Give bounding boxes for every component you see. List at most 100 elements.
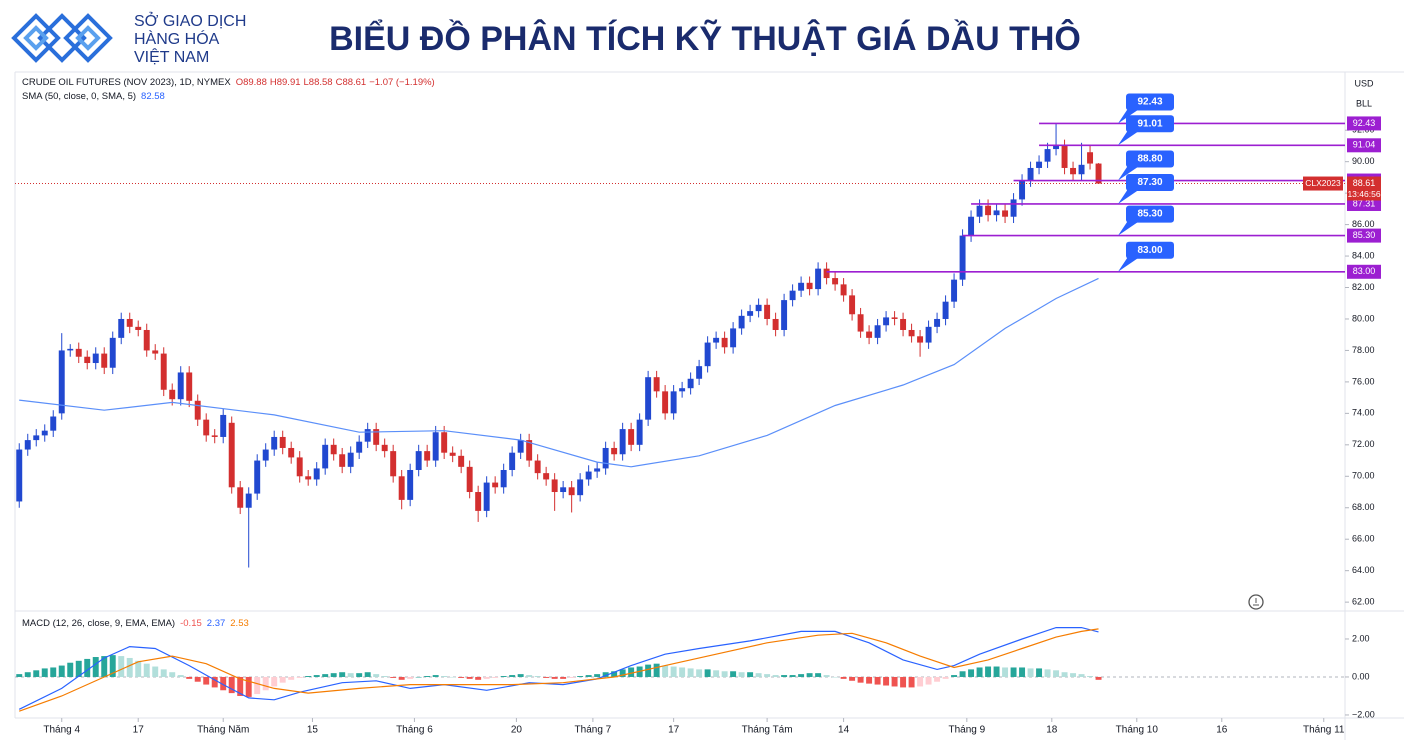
candle-body bbox=[764, 304, 771, 319]
x-tick-label: Tháng 10 bbox=[1116, 725, 1159, 736]
histogram-bar bbox=[305, 676, 312, 677]
histogram-bar bbox=[704, 669, 711, 677]
histogram-bar bbox=[279, 676, 286, 683]
legend-value: C88.61 bbox=[335, 77, 367, 88]
candle-body bbox=[24, 440, 31, 450]
candle-body bbox=[526, 440, 533, 461]
candle-body bbox=[755, 304, 762, 312]
histogram-bar bbox=[109, 655, 116, 677]
histogram-bar bbox=[738, 672, 745, 677]
macd-line bbox=[18, 627, 1099, 710]
candle-body bbox=[432, 432, 439, 461]
y-tick-label: 80.00 bbox=[1352, 313, 1375, 323]
histogram-bar bbox=[619, 669, 626, 677]
level-price-label: 83.00 bbox=[1353, 266, 1376, 276]
callout-label: 83.00 bbox=[1137, 245, 1162, 256]
candle-body bbox=[925, 326, 932, 343]
candle-body bbox=[509, 452, 516, 470]
histogram-bar bbox=[925, 676, 932, 685]
histogram-bar bbox=[492, 676, 499, 678]
unit: BLL bbox=[1356, 98, 1372, 108]
histogram-bar bbox=[101, 656, 108, 677]
candle-body bbox=[1036, 161, 1043, 168]
histogram-bar bbox=[322, 674, 329, 677]
histogram-bar bbox=[628, 667, 635, 677]
x-tick-label: Tháng 7 bbox=[575, 725, 612, 736]
x-tick-label: 15 bbox=[307, 725, 319, 736]
histogram-bar bbox=[908, 676, 915, 688]
histogram-bar bbox=[585, 675, 592, 677]
callout-pointer bbox=[1118, 188, 1140, 204]
y-tick-label: 90.00 bbox=[1352, 156, 1375, 166]
candle-body bbox=[313, 468, 320, 480]
histogram-bar bbox=[160, 669, 167, 677]
candle-body bbox=[747, 311, 754, 316]
candle-body bbox=[704, 342, 711, 367]
clock-icon bbox=[1248, 594, 1264, 610]
candle-body bbox=[67, 348, 74, 351]
histogram-bar bbox=[194, 676, 201, 682]
histogram-bar bbox=[415, 676, 422, 678]
frame bbox=[14, 71, 1404, 740]
histogram-bar bbox=[772, 675, 779, 677]
histogram-bar bbox=[662, 665, 669, 677]
level-price-box bbox=[1347, 138, 1381, 153]
histogram-bar bbox=[611, 671, 618, 677]
x-tick-label: Tháng Năm bbox=[197, 725, 249, 736]
candle-body bbox=[373, 429, 380, 445]
candle-body bbox=[449, 452, 456, 456]
histogram-bar bbox=[92, 657, 99, 677]
candle-body bbox=[908, 329, 915, 337]
candle-body bbox=[670, 391, 677, 414]
histogram-bar bbox=[645, 664, 652, 677]
candle-body bbox=[551, 479, 558, 493]
histogram-bar bbox=[1002, 667, 1009, 677]
y-tick-label: 64.00 bbox=[1352, 565, 1375, 575]
callout-pointer bbox=[1118, 130, 1140, 146]
histogram-bar bbox=[237, 676, 244, 696]
histogram-bar bbox=[509, 675, 516, 677]
candle-body bbox=[177, 372, 184, 400]
candle-body bbox=[611, 447, 618, 455]
histogram-bar bbox=[211, 676, 218, 688]
histogram-bar bbox=[815, 673, 822, 677]
candle-body bbox=[628, 429, 635, 445]
logo-text: VIỆT NAM bbox=[134, 47, 209, 66]
histogram-bar bbox=[866, 676, 873, 684]
histogram-bar bbox=[271, 676, 278, 687]
histogram-bar bbox=[75, 660, 82, 677]
x-tick-label: 20 bbox=[511, 725, 523, 736]
histogram-bar bbox=[534, 676, 541, 677]
legend-value: O89.88 bbox=[235, 77, 267, 88]
candle-body bbox=[594, 468, 601, 472]
histogram-bar bbox=[373, 674, 380, 677]
y-tick-label: 66.00 bbox=[1352, 534, 1375, 544]
level-price-label: 91.04 bbox=[1353, 140, 1376, 150]
candle-body bbox=[662, 391, 669, 414]
histogram-bar bbox=[1027, 668, 1034, 677]
candle-body bbox=[322, 444, 329, 469]
histogram-bar bbox=[1044, 669, 1051, 677]
level-price-label: 85.30 bbox=[1353, 230, 1376, 240]
histogram-bar bbox=[721, 671, 728, 677]
histogram-bar bbox=[339, 672, 346, 677]
candle-body bbox=[874, 325, 881, 338]
logo bbox=[11, 13, 113, 63]
y-tick-label: −2.00 bbox=[1352, 709, 1375, 719]
x-tick-label: 16 bbox=[1216, 725, 1228, 736]
macd-line bbox=[18, 628, 1099, 712]
plot bbox=[16, 123, 1102, 568]
candle-body bbox=[415, 451, 422, 470]
countdown-label: 13:46:56 bbox=[1347, 189, 1380, 199]
x-tick-label: Tháng 6 bbox=[396, 725, 433, 736]
x-tick-label: Tháng 11 bbox=[1303, 725, 1345, 736]
histogram-bar bbox=[143, 663, 150, 677]
histogram-bar bbox=[849, 676, 856, 681]
histogram-bar bbox=[526, 675, 533, 677]
histogram-bar bbox=[577, 676, 584, 677]
histogram-bar bbox=[568, 676, 575, 678]
page-title: BIỂU ĐỒ PHÂN TÍCH KỸ THUẬT GIÁ DẦU THÔ bbox=[329, 19, 1081, 58]
candle-body bbox=[458, 455, 465, 467]
candle-body bbox=[1002, 210, 1009, 217]
histogram-bar bbox=[84, 658, 91, 677]
